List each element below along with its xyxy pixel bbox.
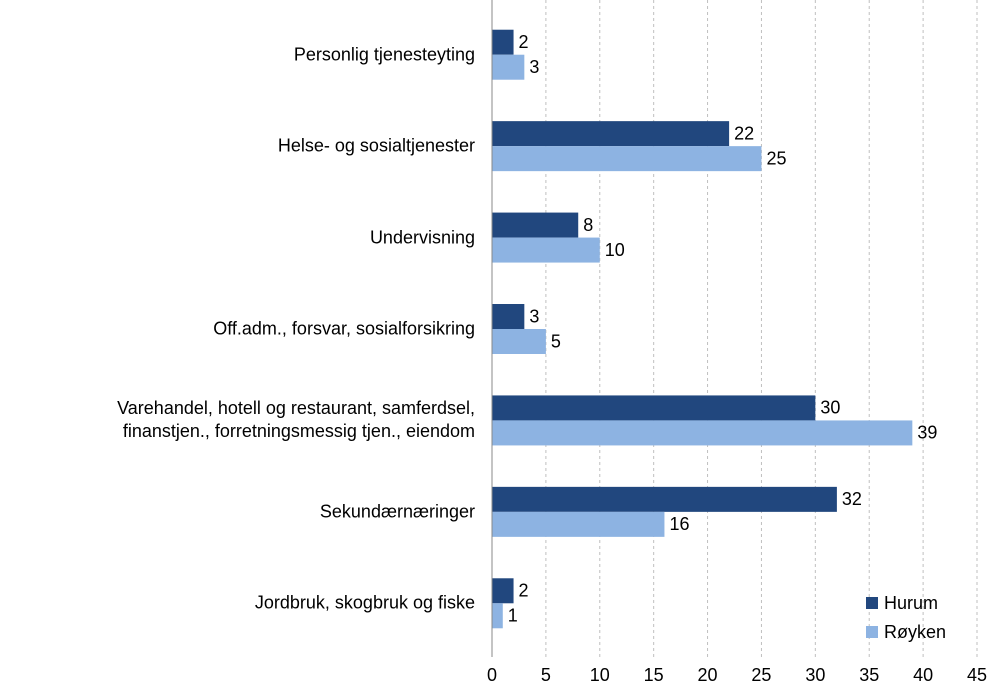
x-tick-label: 25: [751, 665, 771, 685]
bar: [492, 486, 837, 512]
x-tick-label: 40: [913, 665, 933, 685]
legend-swatch: [866, 597, 878, 609]
y-tick-label: Personlig tjenesteyting: [293, 44, 475, 65]
x-tick-label: 20: [698, 665, 718, 685]
y-tick-label: Off.adm., forsvar, sosialforsikring: [213, 318, 475, 339]
value-label: 3: [529, 57, 539, 77]
value-label: 3: [529, 306, 539, 326]
bar: [492, 212, 579, 238]
value-label: 1: [508, 606, 518, 626]
bar: [492, 603, 503, 629]
bar: [492, 329, 546, 354]
bar: [492, 511, 665, 537]
value-label: 2: [519, 32, 529, 52]
value-label: 25: [766, 148, 786, 168]
bar: [492, 237, 600, 263]
value-label: 10: [605, 240, 625, 260]
bar: [492, 304, 525, 329]
y-tick-label: Jordbruk, skogbruk og fiske: [254, 592, 475, 613]
legend-label: Hurum: [884, 593, 938, 613]
bar: [492, 395, 816, 421]
value-label: 22: [734, 123, 754, 143]
value-label: 5: [551, 331, 561, 351]
y-tick-label: Undervisning: [369, 227, 475, 248]
x-tick-label: 10: [590, 665, 610, 685]
value-label: 2: [519, 581, 529, 601]
bar: [492, 29, 514, 55]
y-tick-label: Varehandel, hotell og restaurant, samfer…: [117, 398, 475, 442]
x-tick-label: 35: [859, 665, 879, 685]
value-label: 30: [820, 398, 840, 418]
value-label: 8: [583, 215, 593, 235]
x-tick-label: 45: [967, 665, 987, 685]
legend-swatch: [866, 626, 878, 638]
bar: [492, 420, 913, 446]
value-label: 32: [842, 489, 862, 509]
x-tick-label: 15: [644, 665, 664, 685]
x-tick-label: 0: [487, 665, 497, 685]
bar: [492, 121, 730, 147]
bar: [492, 146, 762, 172]
x-tick-label: 5: [541, 665, 551, 685]
value-label: 39: [917, 423, 937, 443]
bar: [492, 54, 525, 80]
value-label: 16: [669, 514, 689, 534]
y-tick-label: Helse- og sosialtjenester: [277, 135, 475, 156]
legend-label: Røyken: [884, 622, 946, 642]
y-tick-label: Sekundærnæringer: [319, 501, 475, 522]
x-tick-label: 30: [805, 665, 825, 685]
bar: [492, 578, 514, 604]
